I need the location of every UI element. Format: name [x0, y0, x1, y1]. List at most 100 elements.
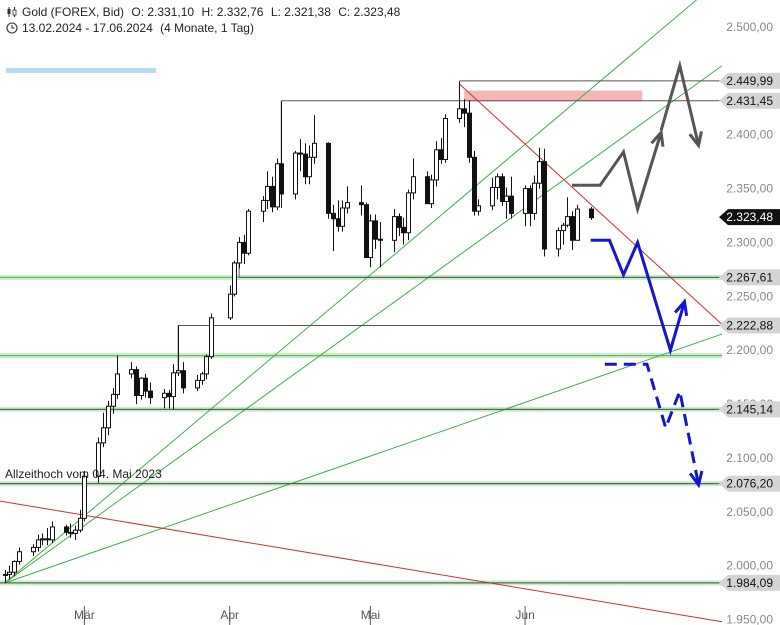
- candle-body: [411, 176, 416, 194]
- candle-body: [443, 118, 448, 160]
- level-price-tag: [719, 209, 780, 226]
- candle-body: [242, 241, 247, 254]
- candle-body: [495, 176, 500, 188]
- candle-body: [570, 216, 575, 241]
- candle-body: [139, 377, 144, 396]
- chart-header-quote: Gold (FOREX, Bid) O: 2.331,10 H: 2.332,7…: [6, 5, 404, 19]
- level-price-tag: [719, 92, 780, 109]
- level-price-tag: [719, 269, 780, 286]
- candle-body: [129, 369, 134, 375]
- candle-body: [64, 526, 69, 533]
- candle-body: [378, 238, 383, 241]
- candle-body: [467, 112, 472, 158]
- candle-body: [307, 156, 312, 178]
- candle-body: [532, 182, 537, 214]
- level-price-label: 2.222,88: [726, 319, 773, 333]
- candle-body: [565, 216, 570, 226]
- candle-body: [472, 156, 477, 212]
- candle-body: [3, 573, 8, 576]
- level-price-label: 2.449,99: [726, 74, 773, 88]
- candle-body: [134, 369, 139, 396]
- scenario-path: [604, 362, 701, 486]
- trendlines: [0, 0, 723, 623]
- candle-body: [359, 202, 364, 206]
- candle-body: [96, 442, 101, 477]
- y-tick-label: 2.300,00: [726, 235, 773, 249]
- candle-body: [7, 571, 12, 575]
- y-tick-label: 2.050,00: [726, 505, 773, 519]
- y-tick-label: 2.500,00: [726, 20, 773, 34]
- scenario-arrowhead: [673, 298, 689, 317]
- level-price-label: 2.267,61: [726, 270, 773, 284]
- scenario-arrowhead: [650, 129, 665, 147]
- level-price-tag: [719, 475, 780, 492]
- candle-body: [143, 377, 148, 392]
- candle-body: [101, 427, 106, 444]
- level-price-tag: [719, 72, 780, 89]
- candle-body: [12, 560, 17, 573]
- candle-body: [181, 370, 186, 389]
- candle-body: [279, 163, 284, 195]
- candlestick-icon: [7, 7, 17, 17]
- candle-body: [45, 538, 50, 541]
- y-tick-label: 2.200,00: [726, 343, 773, 357]
- candle-body: [204, 356, 209, 375]
- scenario-path: [572, 132, 663, 215]
- candle-body: [303, 153, 308, 178]
- candle-body: [528, 188, 533, 214]
- candle-body: [237, 241, 242, 264]
- candle-body: [340, 207, 345, 227]
- candle-body: [434, 149, 439, 181]
- scenario-path: [659, 59, 701, 146]
- level-price-label: 1.984,09: [726, 576, 773, 590]
- trendline: [4, 333, 723, 584]
- trendline: [459, 83, 723, 325]
- trendline: [4, 0, 698, 584]
- candle-body: [345, 202, 350, 209]
- date-axis: Mär Apr Mai Jun: [74, 606, 535, 625]
- candle-body: [575, 208, 580, 241]
- level-price-tag: [719, 317, 780, 334]
- candle-body: [523, 188, 528, 214]
- candle-body: [148, 390, 153, 399]
- candle-body: [209, 317, 214, 358]
- date-range: 13.02.2024 - 17.06.2024: [22, 21, 153, 35]
- price-axis: 1.950,002.000,002.050,002.100,002.150,00…: [719, 20, 780, 625]
- high-value: H: 2.332,76: [201, 5, 264, 19]
- candle-body: [368, 220, 373, 259]
- candle-body: [298, 152, 303, 155]
- candle-body: [312, 142, 317, 158]
- candle-body: [500, 176, 505, 203]
- level-price-label: 2.076,20: [726, 477, 773, 491]
- candle-body: [265, 185, 270, 201]
- candle-body: [364, 204, 369, 259]
- trendline: [4, 65, 723, 584]
- instrument-name: Gold (FOREX, Bid): [22, 5, 125, 19]
- candle-body: [373, 220, 378, 240]
- resistance-zone: [464, 90, 643, 102]
- level-price-label: 2.431,45: [726, 94, 773, 108]
- y-tick-label: 2.000,00: [726, 559, 773, 573]
- scenario-arrowhead: [688, 131, 703, 149]
- candle-body: [246, 210, 251, 254]
- candle-body: [261, 199, 266, 212]
- candle-body: [326, 142, 331, 214]
- candle-body: [40, 538, 45, 541]
- trendline: [0, 500, 723, 623]
- clock-icon: [6, 22, 18, 34]
- close-value: C: 2.323,48: [338, 5, 401, 19]
- y-tick-label: 1.950,00: [726, 613, 773, 625]
- candle-body: [397, 216, 402, 228]
- candle-body: [111, 393, 116, 407]
- candle-body: [162, 392, 167, 399]
- candle-body: [425, 176, 430, 205]
- highlight-bar: [6, 68, 156, 73]
- chart-header-range: 13.02.2024 - 17.06.2024 (4 Monate, 1 Tag…: [6, 21, 258, 35]
- candle-body: [439, 149, 444, 160]
- candle-body: [78, 517, 83, 531]
- candle-body: [68, 531, 73, 534]
- candle-body: [537, 161, 542, 184]
- candle-body: [504, 195, 509, 203]
- y-tick-label: 2.400,00: [726, 128, 773, 142]
